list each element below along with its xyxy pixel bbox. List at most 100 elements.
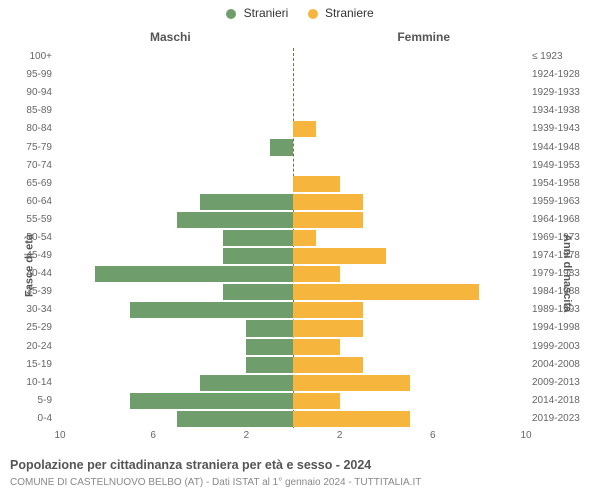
birth-year-label: 1974-1978 [532,251,600,261]
bar-male [200,194,293,210]
birth-year-label: 2014-2018 [532,396,600,406]
x-tick-label: 10 [520,430,531,441]
bar-row [60,247,526,265]
age-label: 65-69 [0,179,52,189]
age-label: 15-19 [0,360,52,370]
bar-male [223,284,293,300]
x-tick-label: 10 [54,430,65,441]
birth-year-label: 1959-1963 [532,197,600,207]
bar-female [293,248,386,264]
bar-row [60,392,526,410]
bar-female [293,411,410,427]
legend: Stranieri Straniere [0,6,600,20]
age-label: 45-49 [0,251,52,261]
birth-year-label: 1989-1993 [532,305,600,315]
bar-male [246,320,293,336]
bar-female [293,121,316,137]
birth-year-label: 2004-2008 [532,360,600,370]
age-label: 100+ [0,52,52,62]
bar-male [177,212,294,228]
age-label: 10-14 [0,378,52,388]
bar-row [60,138,526,156]
bar-row [60,356,526,374]
bar-male [130,302,293,318]
birth-year-label: 1929-1933 [532,88,600,98]
bar-row [60,84,526,102]
bar-female [293,194,363,210]
bar-female [293,302,363,318]
birth-year-label: 1969-1973 [532,233,600,243]
birth-year-label: 2009-2013 [532,378,600,388]
birth-year-label: 1934-1938 [532,106,600,116]
bar-female [293,375,410,391]
chart-title: Popolazione per cittadinanza straniera p… [10,458,371,472]
birth-year-label: 2019-2023 [532,414,600,424]
x-tick-label: 6 [430,430,436,441]
bar-male [130,393,293,409]
bar-row [60,48,526,66]
age-label: 90-94 [0,88,52,98]
bar-female [293,339,340,355]
bar-row [60,175,526,193]
birth-year-label: 1964-1968 [532,215,600,225]
bar-row [60,157,526,175]
bar-female [293,176,340,192]
birth-year-label: 1984-1988 [532,287,600,297]
birth-year-label: 1944-1948 [532,143,600,153]
age-label: 85-89 [0,106,52,116]
chart-subtitle: COMUNE DI CASTELNUOVO BELBO (AT) - Dati … [10,477,421,488]
age-label: 95-99 [0,70,52,80]
legend-swatch-female [308,9,318,19]
birth-year-label: 1999-2003 [532,342,600,352]
bar-row [60,120,526,138]
bar-row [60,374,526,392]
bar-row [60,265,526,283]
age-label: 25-29 [0,323,52,333]
birth-year-label: 1979-1983 [532,269,600,279]
bar-male [270,139,293,155]
bar-row [60,301,526,319]
age-label: 40-44 [0,269,52,279]
birth-year-label: ≤ 1923 [532,52,600,62]
birth-year-label: 1924-1928 [532,70,600,80]
bar-female [293,212,363,228]
population-pyramid-chart: Stranieri Straniere Maschi Femmine Fasce… [0,0,600,500]
bar-female [293,284,479,300]
bar-female [293,357,363,373]
bar-female [293,320,363,336]
bar-male [95,266,293,282]
bar-male [246,357,293,373]
birth-year-label: 1949-1953 [532,161,600,171]
bar-row [60,283,526,301]
x-tick-label: 2 [244,430,250,441]
age-label: 80-84 [0,124,52,134]
legend-label-male: Stranieri [244,6,289,20]
bar-female [293,266,340,282]
bar-female [293,393,340,409]
bar-male [223,248,293,264]
bar-male [200,375,293,391]
legend-label-female: Straniere [325,6,374,20]
age-label: 0-4 [0,414,52,424]
age-label: 60-64 [0,197,52,207]
age-label: 30-34 [0,305,52,315]
age-label: 50-54 [0,233,52,243]
column-header-male: Maschi [150,30,191,44]
age-label: 55-59 [0,215,52,225]
legend-swatch-male [226,9,236,19]
birth-year-label: 1939-1943 [532,124,600,134]
legend-item-male: Stranieri [226,6,288,20]
x-axis-ticks: 10622610 [60,430,526,444]
x-tick-label: 2 [337,430,343,441]
birth-year-label: 1954-1958 [532,179,600,189]
bar-female [293,230,316,246]
y-axis-left-labels: 100+95-9990-9485-8980-8475-7970-7465-696… [0,48,56,428]
legend-item-female: Straniere [308,6,374,20]
birth-year-label: 1994-1998 [532,323,600,333]
age-label: 20-24 [0,342,52,352]
bar-row [60,193,526,211]
age-label: 5-9 [0,396,52,406]
age-label: 70-74 [0,161,52,171]
bar-male [223,230,293,246]
bar-row [60,229,526,247]
